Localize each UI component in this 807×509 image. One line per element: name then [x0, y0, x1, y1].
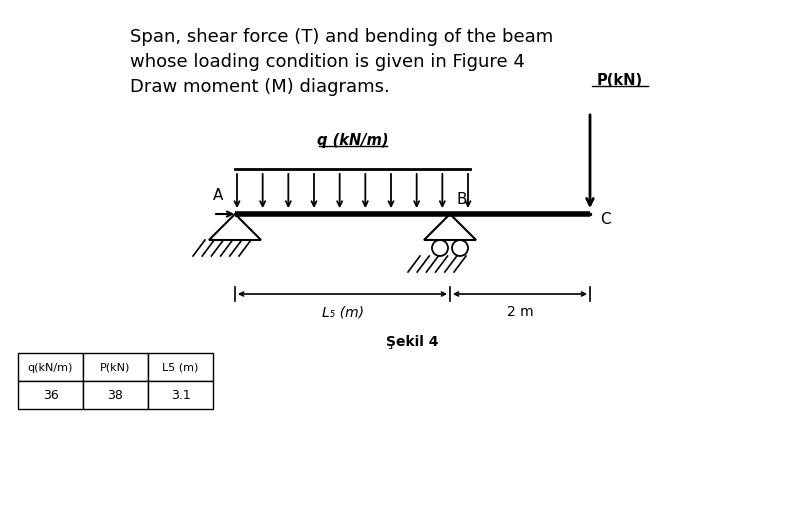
Text: 36: 36	[43, 389, 58, 402]
Text: L5 (m): L5 (m)	[162, 362, 199, 372]
Text: P(kN): P(kN)	[597, 73, 643, 88]
Text: q(kN/m): q(kN/m)	[27, 362, 73, 372]
Bar	[83, 353, 148, 381]
Bar	[18, 353, 83, 381]
Text: whose loading condition is given in Figure 4: whose loading condition is given in Figu…	[130, 53, 525, 71]
Text: B: B	[456, 191, 466, 207]
Bar	[18, 381, 83, 409]
Bar	[148, 381, 213, 409]
Text: L₅ (m): L₅ (m)	[321, 304, 363, 318]
Bar	[83, 381, 148, 409]
Text: P(kN): P(kN)	[100, 362, 131, 372]
Text: Span, shear force (T) and bending of the beam: Span, shear force (T) and bending of the…	[130, 28, 554, 46]
Text: Şekil 4: Şekil 4	[387, 334, 439, 348]
Text: Draw moment (M) diagrams.: Draw moment (M) diagrams.	[130, 78, 390, 96]
Text: 38: 38	[107, 389, 123, 402]
Text: 2 m: 2 m	[507, 304, 533, 318]
Text: C: C	[600, 212, 611, 227]
Bar	[148, 353, 213, 381]
Text: A: A	[212, 188, 223, 203]
Text: q (kN/m): q (kN/m)	[317, 133, 388, 148]
Text: 3.1: 3.1	[170, 389, 190, 402]
